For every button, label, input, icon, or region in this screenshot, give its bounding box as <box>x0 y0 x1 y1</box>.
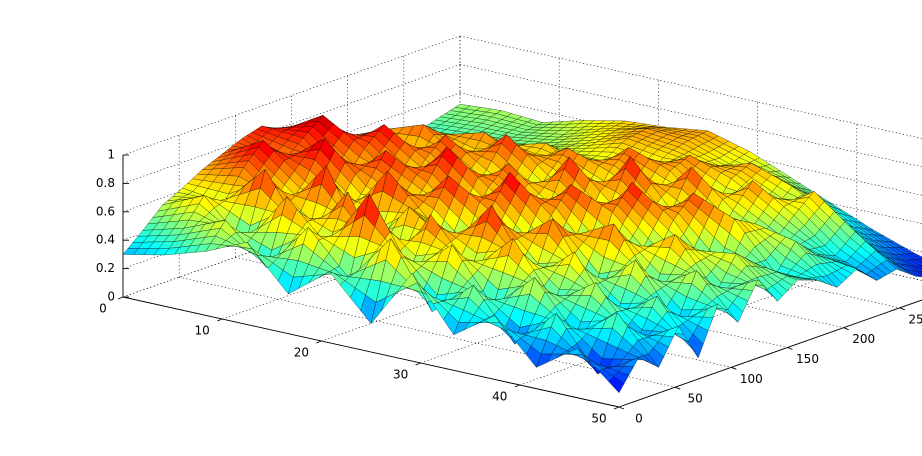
x-tick-label: 20 <box>294 346 309 360</box>
surface-mesh <box>123 104 922 393</box>
x-tick-label: 10 <box>195 324 210 338</box>
z-tick-label: 0.2 <box>96 261 115 275</box>
y-tick-label: 200 <box>852 332 875 346</box>
x-tick-label: 50 <box>591 412 606 426</box>
y-tick-mark <box>788 348 793 350</box>
x-tick-label: 40 <box>492 390 507 404</box>
x-tick-mark <box>416 363 421 365</box>
y-tick-label: 0 <box>635 412 643 426</box>
x-tick-mark <box>316 341 321 343</box>
y-tick-label: 50 <box>688 392 703 406</box>
z-tick-label: 1 <box>107 148 115 162</box>
x-tick-mark <box>614 407 619 409</box>
x-tick-label: 0 <box>99 302 107 316</box>
y-tick-label: 150 <box>796 352 819 366</box>
y-tick-mark <box>731 367 736 369</box>
y-tick-label: 250 <box>908 312 922 326</box>
x-tick-mark <box>118 297 123 299</box>
y-tick-mark <box>900 308 905 310</box>
y-tick-mark <box>844 328 849 330</box>
z-tick-label: 0.4 <box>96 233 115 247</box>
y-tick-label: 100 <box>740 372 763 386</box>
z-tick-label: 0.6 <box>96 204 115 218</box>
y-tick-mark <box>619 407 624 409</box>
y-tick-mark <box>675 387 680 389</box>
z-tick-label: 0.8 <box>96 176 115 190</box>
x-tick-mark <box>515 385 520 387</box>
z-tick-label: 0 <box>107 290 115 304</box>
x-tick-mark <box>217 319 222 321</box>
x-tick-label: 30 <box>393 368 408 382</box>
